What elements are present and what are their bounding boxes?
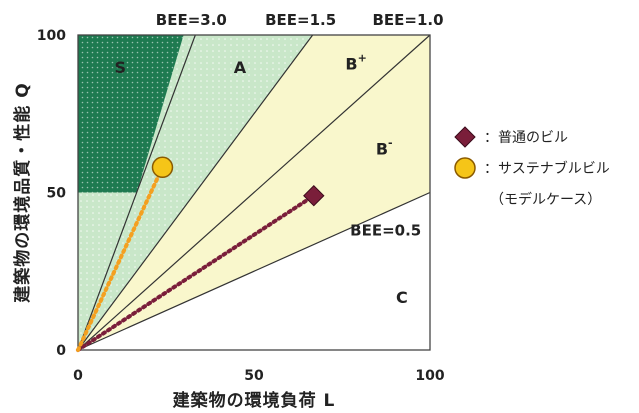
y-tick-label-50: 50 [47, 186, 67, 202]
bee-line-3-0 [77, 34, 196, 351]
zone-label-s: S [114, 58, 126, 77]
legend-label-ordinary: ：普通のビル [484, 130, 568, 146]
sustainable-building-vector [76, 165, 165, 352]
y-tick-label-100: 100 [37, 28, 66, 44]
bee-label-1-5: BEE=1.5 [265, 11, 336, 29]
zone-s-dots [78, 35, 184, 193]
ordinary-building-vector [76, 193, 316, 352]
y-axis-title: 建築物の環境品質・性能 Q [12, 82, 33, 302]
legend-diamond-icon [454, 126, 476, 148]
ordinary-building-point [303, 184, 325, 207]
zone-label-b-minus: B- [376, 137, 393, 159]
zone-label-b-plus: B+ [345, 52, 366, 74]
bee-label-1-0: BEE=1.0 [372, 11, 443, 29]
x-tick-label-50: 50 [244, 368, 264, 384]
sustainable-building-point [151, 156, 174, 179]
bee-label-0-5: BEE=0.5 [350, 222, 421, 240]
zone-label-a: A [234, 58, 247, 77]
bee-line-0-5 [77, 191, 431, 351]
bee-line-1-5 [77, 34, 314, 351]
legend-note: （モデルケース） [490, 191, 601, 208]
legend-circle-icon [454, 157, 476, 179]
legend-label-sustainable: ：サステナブルビル [484, 160, 610, 177]
zone-label-c: C [396, 288, 408, 307]
y-tick-label-0: 0 [56, 343, 66, 359]
x-axis-title: 建築物の環境負荷 L [173, 390, 336, 409]
x-tick-label-100: 100 [415, 368, 444, 384]
bee-label-3-0: BEE=3.0 [156, 11, 227, 29]
x-tick-label-0: 0 [73, 368, 83, 384]
bee-line-1-0 [77, 34, 431, 351]
plot-frame [77, 34, 431, 351]
